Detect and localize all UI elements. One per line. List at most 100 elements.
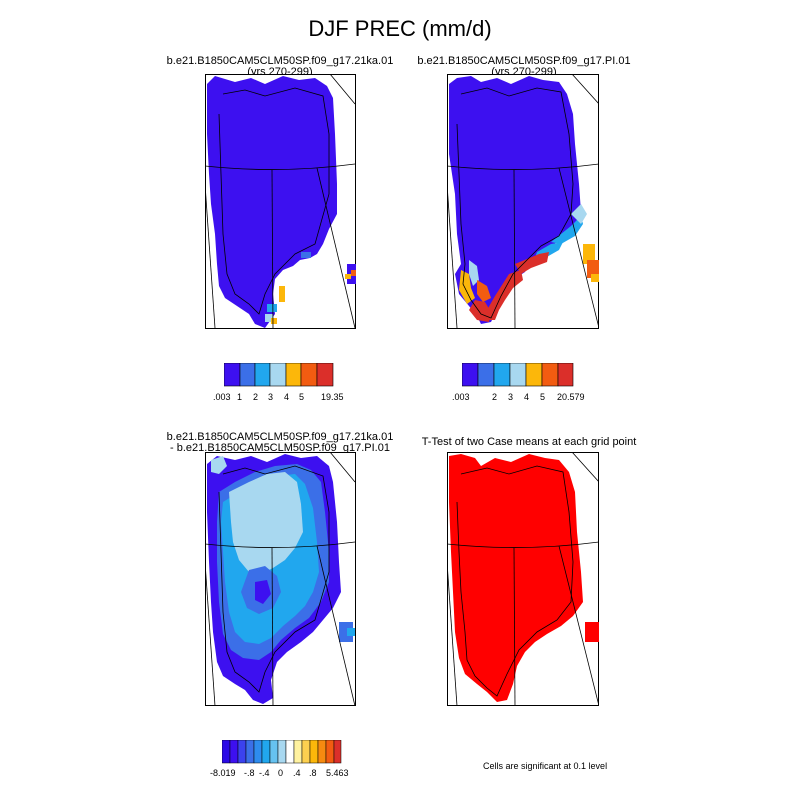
panel3-greenland-field <box>207 454 355 704</box>
panel3-meridian <box>271 547 274 706</box>
panel1-colorbar-label: 19.35 <box>321 392 344 402</box>
panel3-colorbar-label: 5.463 <box>326 768 349 778</box>
panel1-title-line2: (yrs 270-299) <box>247 66 313 78</box>
panel2-colorbar-label: 4 <box>524 392 530 402</box>
colorbar-swatch <box>261 740 271 764</box>
panel3-meridian <box>316 545 356 706</box>
figure-title: DJF PREC (mm/d) <box>308 16 492 41</box>
panel2-latitude-line <box>447 163 599 170</box>
panel1-colorbar-label: 2 <box>253 392 259 402</box>
colorbar-swatch <box>254 363 271 387</box>
panel4-latitude-line <box>447 541 599 548</box>
panel3-colorbar-label: .8 <box>309 768 317 778</box>
panel2-meridian <box>558 167 599 329</box>
panel1-cell <box>301 252 311 258</box>
panel4-title: T-Test of two Case means at each grid po… <box>394 437 664 448</box>
panel2-cell <box>587 260 599 278</box>
panel3-colorbar-label: .4 <box>293 768 301 778</box>
panel1-meridian <box>271 169 274 329</box>
panel1-coastline <box>218 87 330 315</box>
panel1-title: b.e21.B1850CAM5CLM50SP.f09_g17.21ka.01 (… <box>150 56 410 78</box>
colorbar-swatch <box>229 740 239 764</box>
panel2-meridian <box>571 74 599 105</box>
panel2-region <box>515 252 549 274</box>
panel2-region <box>477 280 491 302</box>
panel2-colorbar-label: .003 <box>452 392 470 402</box>
panel3-colorbar-label: -8.019 <box>210 768 236 778</box>
panel1-cell <box>345 274 351 279</box>
colorbar-swatch <box>309 740 319 764</box>
panel1-colorbar <box>224 363 334 387</box>
panel1-cell <box>267 304 277 312</box>
panel1-colorbar-label: 4 <box>284 392 290 402</box>
panel3-title: b.e21.B1850CAM5CLM50SP.f09_g17.21ka.01 -… <box>150 432 410 454</box>
colorbar-swatch <box>245 740 255 764</box>
panel2-meridian <box>447 183 458 329</box>
colorbar-swatch <box>525 363 543 387</box>
colorbar-swatch <box>317 740 327 764</box>
colorbar-swatch <box>493 363 511 387</box>
panel2-title-line1: b.e21.B1850CAM5CLM50SP.f09_g17.PI.01 <box>417 55 631 67</box>
panel3-cell <box>347 628 355 636</box>
colorbar-swatch <box>301 740 311 764</box>
panel2-greenland-field <box>449 76 599 324</box>
panel1-cell <box>271 318 277 324</box>
panel2-region <box>469 260 479 286</box>
panel2-coastline <box>456 87 574 319</box>
panel3-colorbar-label: -.4 <box>259 768 270 778</box>
panel4-meridian <box>558 545 599 706</box>
colorbar-swatch <box>253 740 263 764</box>
panel1-colorbar-label: 5 <box>299 392 305 402</box>
panel2-region <box>571 204 587 224</box>
colorbar-swatch <box>316 363 334 387</box>
panel2-colorbar-label: 3 <box>508 392 514 402</box>
panel3-coastline <box>218 465 330 693</box>
panel3-title-line1: b.e21.B1850CAM5CLM50SP.f09_g17.21ka.01 <box>166 431 394 443</box>
panel1-cell <box>351 270 356 276</box>
panel4-cell <box>585 622 599 642</box>
colorbar-swatch <box>285 740 295 764</box>
panel1-colorbar-label: .003 <box>213 392 231 402</box>
colorbar-swatch <box>237 740 247 764</box>
panel4-greenland-field <box>449 454 599 702</box>
panel3-cell <box>339 622 353 642</box>
panel2-cell <box>591 274 599 282</box>
panel4-meridian <box>571 452 599 483</box>
colorbar-swatch <box>222 740 231 764</box>
colorbar-swatch <box>277 740 287 764</box>
colorbar-swatch <box>239 363 256 387</box>
colorbar-swatch <box>557 363 574 387</box>
panel2-meridian <box>513 169 516 329</box>
colorbar-swatch <box>224 363 241 387</box>
panel3-meridian <box>329 452 356 483</box>
panel3-meridian <box>205 561 216 706</box>
panel4-meridian <box>513 547 516 706</box>
colorbar-swatch <box>462 363 479 387</box>
panel3-colorbar <box>222 740 342 764</box>
panel2-cell <box>583 244 595 264</box>
panel3-colorbar-label: -.8 <box>244 768 255 778</box>
panel3-title-line2: - b.e21.B1850CAM5CLM50SP.f09_g17.PI.01 <box>170 442 390 454</box>
colorbar-swatch <box>477 363 495 387</box>
significance-footnote: Cells are significant at 0.1 level <box>483 761 608 771</box>
colorbar-swatch <box>509 363 527 387</box>
colorbar-swatch <box>333 740 342 764</box>
panel2-colorbar <box>462 363 574 387</box>
panel1-cell <box>265 314 273 322</box>
panel1-latitude-line <box>205 163 356 170</box>
panel3-latitude-line <box>205 541 356 548</box>
colorbar-swatch <box>269 740 279 764</box>
panel3-map <box>205 452 356 706</box>
colorbar-swatch <box>269 363 287 387</box>
panel3-region <box>229 472 303 574</box>
colorbar-swatch <box>293 740 303 764</box>
panel1-meridian <box>316 167 356 329</box>
panel3-region <box>255 580 271 604</box>
panel1-colorbar-label: 3 <box>268 392 274 402</box>
panel4-meridian <box>447 561 458 706</box>
panel2-map <box>447 74 599 329</box>
colorbar-swatch <box>541 363 559 387</box>
panel2-title-line2: (yrs 270-299) <box>491 66 557 78</box>
colorbar-swatch <box>300 363 318 387</box>
panel4-land-shape <box>449 454 583 702</box>
